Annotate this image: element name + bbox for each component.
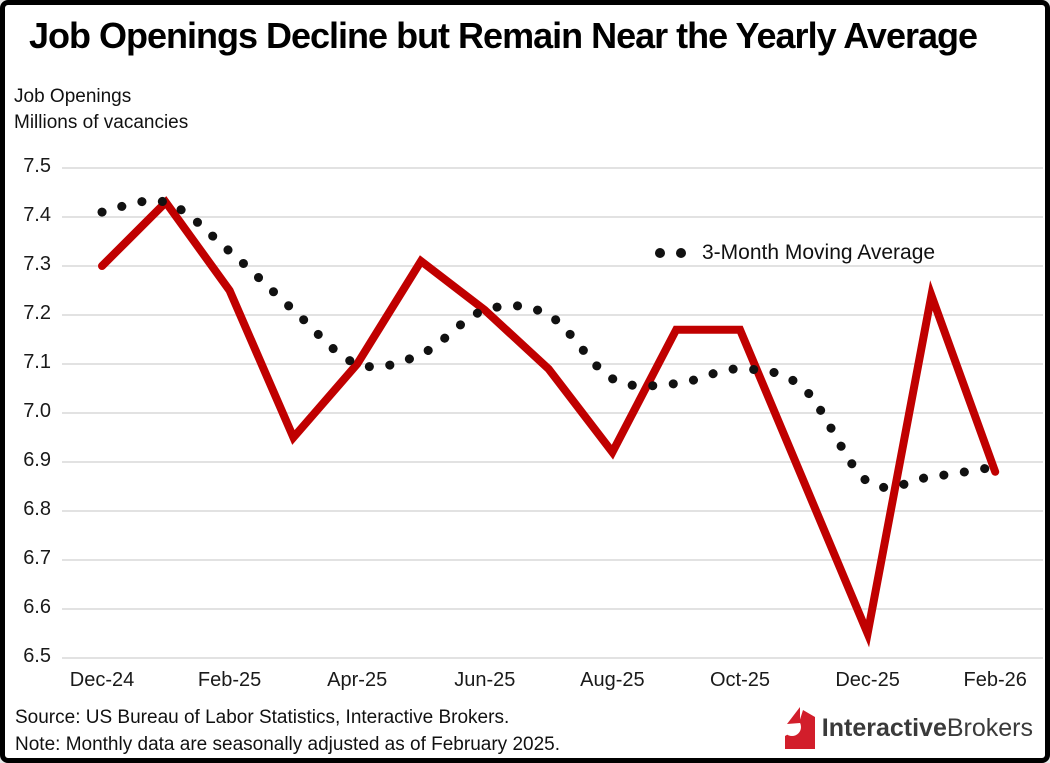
x-axis-label: Dec-24 (69, 669, 135, 691)
job-openings-line (98, 196, 1000, 648)
axis-title-block: Job Openings Millions of vacancies (14, 84, 188, 136)
spinnaker-icon (782, 707, 815, 749)
x-axis-label: Jun-25 (454, 669, 516, 691)
y-axis-label: 7.4 (23, 204, 51, 226)
adjustment-note: Note: Monthly data are seasonally adjust… (15, 734, 560, 755)
logo-word-brokers: Brokers (946, 713, 1033, 742)
x-axis-label: Feb-26 (963, 669, 1027, 691)
y-axis-label: 6.5 (23, 645, 51, 667)
legend-label: 3-Month Moving Average (702, 241, 936, 264)
legend-dot-icon (655, 248, 665, 258)
x-axis-label: Aug-25 (580, 669, 645, 691)
y-axis-label: 6.7 (23, 547, 51, 569)
legend-dot-icon (676, 248, 686, 258)
legend: 3-Month Moving Average (655, 241, 935, 265)
interactive-brokers-logo: InteractiveBrokers (782, 707, 1033, 749)
y-axis-label: 7.5 (23, 155, 51, 177)
x-axis-label: Apr-25 (327, 669, 388, 691)
y-axis-label: 6.9 (23, 449, 51, 471)
y-axis-label: 7.1 (23, 351, 51, 373)
y-axis-label: 6.6 (23, 596, 51, 618)
x-axis-label: Oct-25 (709, 669, 771, 691)
axis-title-line2: Millions of vacancies (14, 112, 189, 133)
logo-word-interactive: Interactive (821, 713, 947, 742)
y-axis-label: 7.0 (23, 400, 51, 422)
footer-notes: Source: US Bureau of Labor Statistics, I… (15, 704, 560, 758)
x-axis-label: Feb-25 (197, 669, 262, 691)
source-note: Source: US Bureau of Labor Statistics, I… (15, 707, 510, 728)
line-chart-plot (62, 167, 1043, 659)
chart-title: Job Openings Decline but Remain Near the… (29, 15, 978, 56)
y-axis-label: 7.3 (23, 253, 51, 275)
x-axis-label: Dec-25 (835, 669, 900, 691)
y-axis-label: 7.2 (23, 302, 51, 324)
y-axis-label: 6.8 (23, 498, 51, 520)
moving-average-dotted-line (97, 196, 1000, 492)
axis-title-line1: Job Openings (14, 86, 132, 107)
logo-wordmark: InteractiveBrokers (822, 714, 1033, 743)
